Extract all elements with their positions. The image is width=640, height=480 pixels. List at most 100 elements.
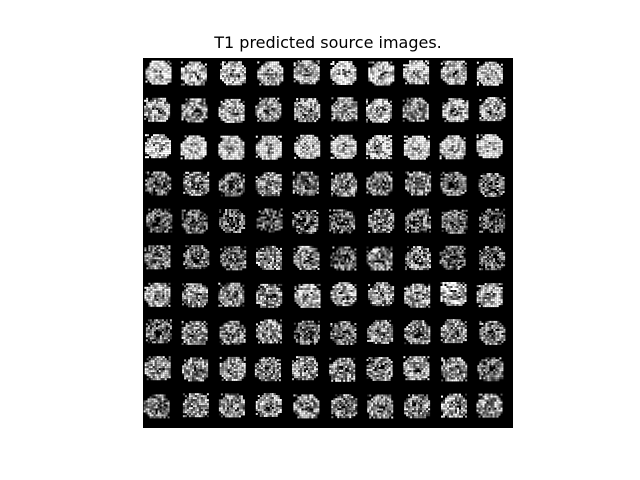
mosaic-tile <box>405 171 432 196</box>
mosaic-tile <box>403 60 430 85</box>
mosaic-tile <box>218 98 245 123</box>
mosaic-tile <box>330 61 357 85</box>
mosaic-tile <box>180 135 207 160</box>
mosaic-tile <box>294 98 321 123</box>
mosaic-tile <box>440 319 467 344</box>
mosaic-tile <box>255 135 282 160</box>
mosaic-tile <box>479 208 506 233</box>
mosaic-tile <box>146 208 173 233</box>
mosaic-tile <box>218 393 245 418</box>
mosaic-tile <box>292 356 318 381</box>
mosaic-tile <box>181 209 208 234</box>
mosaic-tile <box>476 393 503 418</box>
mosaic-tile <box>329 209 356 234</box>
mosaic-tile <box>479 246 506 271</box>
mosaic-tile <box>254 357 281 382</box>
mosaic-tile <box>368 208 395 233</box>
mosaic-tile <box>182 393 209 418</box>
mosaic-tile <box>439 245 466 270</box>
mosaic-tile <box>218 135 245 160</box>
mosaic-grid <box>143 60 506 419</box>
mosaic-tile <box>366 357 393 381</box>
figure-title: T1 predicted source images. <box>214 33 442 52</box>
mosaic-tile <box>366 171 393 196</box>
mosaic-tile <box>181 320 208 345</box>
mosaic-tile <box>403 135 430 160</box>
mosaic-tile <box>404 320 431 345</box>
mosaic-tile <box>366 246 393 271</box>
mosaic-tile <box>144 282 171 307</box>
mosaic-tile <box>145 319 172 344</box>
mosaic-tile <box>255 97 282 122</box>
mosaic-tile <box>180 61 207 86</box>
mosaic-tile <box>403 356 430 381</box>
mosaic-tile <box>143 394 170 419</box>
mosaic-tile <box>440 171 467 196</box>
mosaic-tile <box>292 210 319 234</box>
mosaic-tile <box>293 320 320 345</box>
mosaic-tile <box>402 97 429 122</box>
mosaic-tile <box>368 282 395 307</box>
mosaic-tile <box>145 171 172 196</box>
mosaic-tile <box>476 283 503 308</box>
mosaic-tile <box>367 319 394 344</box>
mosaic-tile <box>255 393 282 417</box>
mosaic-tile <box>220 246 247 271</box>
mosaic-tile <box>256 245 282 270</box>
image-mosaic <box>143 58 513 428</box>
mosaic-tile <box>144 245 171 270</box>
mosaic-tile <box>219 209 246 233</box>
mosaic-tile <box>181 98 208 123</box>
mosaic-tile <box>477 357 504 382</box>
mosaic-tile <box>439 135 466 160</box>
mosaic-tile <box>479 97 506 122</box>
mosaic-tile <box>183 245 210 270</box>
mosaic-tile <box>331 172 358 197</box>
mosaic-tile <box>441 393 467 418</box>
mosaic-tile <box>293 394 320 419</box>
mosaic-tile <box>476 61 503 86</box>
mosaic-tile <box>405 246 431 271</box>
mosaic-tile <box>476 134 503 159</box>
mosaic-tile <box>440 60 467 85</box>
mosaic-tile <box>255 172 282 197</box>
mosaic-tile <box>366 98 392 123</box>
mosaic-tile <box>404 394 431 419</box>
mosaic-tile <box>330 246 357 271</box>
mosaic-tile <box>479 320 506 345</box>
mosaic-tile <box>145 134 171 159</box>
mosaic-tile <box>405 208 431 233</box>
mosaic-tile <box>367 394 394 419</box>
mosaic-tile <box>331 394 358 419</box>
mosaic-tile <box>330 321 357 345</box>
mosaic-tile <box>145 60 172 85</box>
mosaic-tile <box>440 282 467 306</box>
mosaic-tile <box>293 245 320 270</box>
mosaic-tile <box>219 356 246 381</box>
mosaic-tile <box>294 283 321 308</box>
mosaic-tile <box>331 97 358 122</box>
mosaic-tile <box>441 357 468 382</box>
mosaic-tile <box>478 173 505 197</box>
mosaic-tile <box>144 97 171 122</box>
mosaic-tile <box>330 134 357 159</box>
mosaic-tile <box>368 61 395 86</box>
mosaic-tile <box>441 209 468 234</box>
mosaic-tile <box>404 283 431 308</box>
mosaic-tile <box>329 357 356 382</box>
mosaic-tile <box>366 135 393 160</box>
mosaic-tile <box>182 357 209 382</box>
mosaic-tile <box>442 98 469 123</box>
mosaic-tile <box>293 60 320 85</box>
mosaic-tile <box>257 61 284 86</box>
mosaic-tile <box>218 282 245 307</box>
mosaic-tile <box>220 61 246 86</box>
mosaic-tile <box>144 356 171 381</box>
mosaic-tile <box>219 320 246 345</box>
mosaic-tile <box>183 171 210 196</box>
mosaic-tile <box>256 319 282 344</box>
mosaic-tile <box>294 134 321 159</box>
mosaic-tile <box>330 282 357 307</box>
mosaic-tile <box>256 208 283 233</box>
mosaic-tile <box>218 172 245 197</box>
